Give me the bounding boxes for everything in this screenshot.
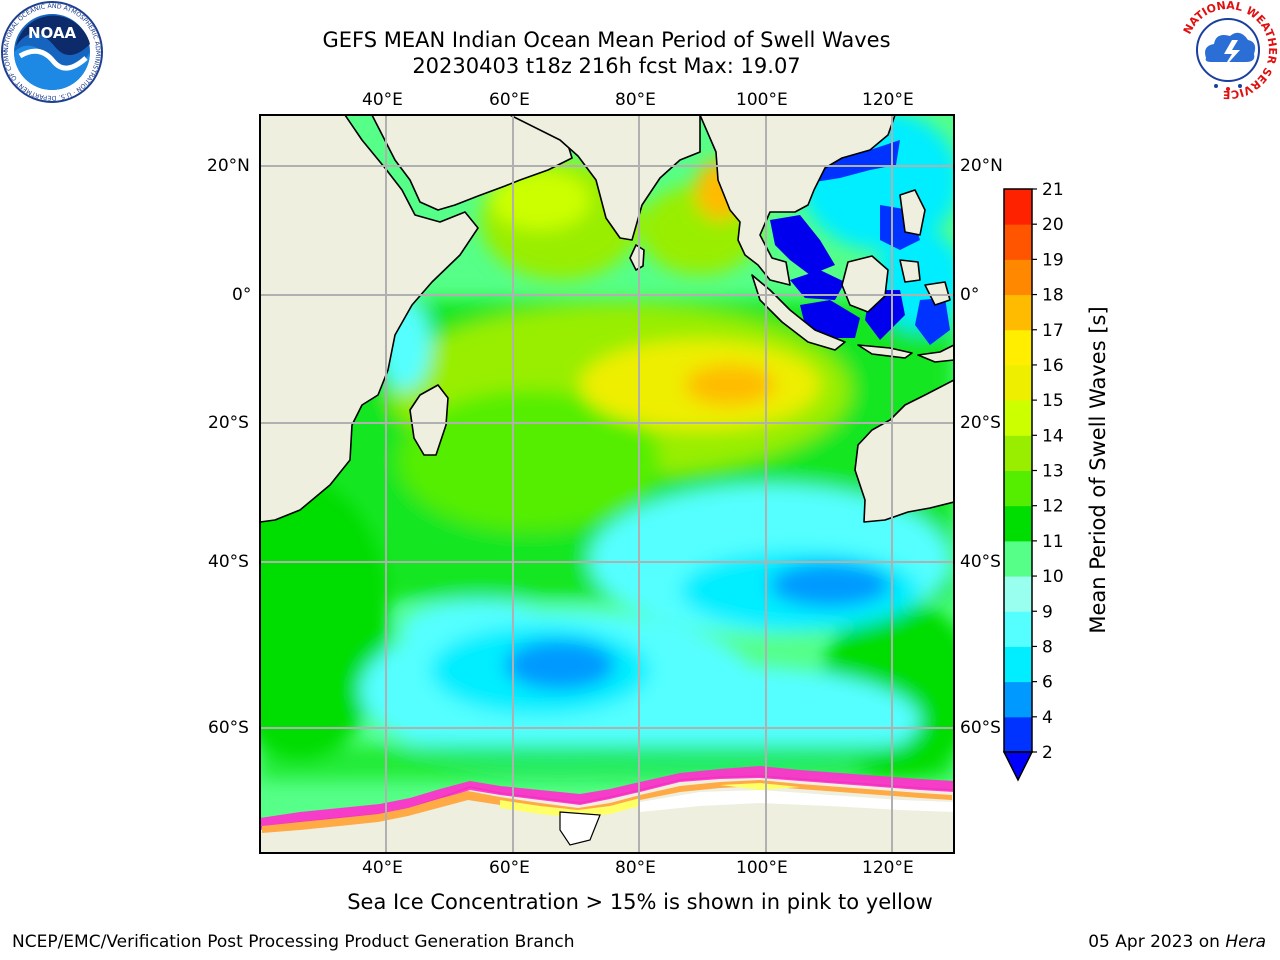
colorbar-tick-label: 12 — [1042, 497, 1064, 517]
colorbar-swatch — [1004, 294, 1032, 331]
land-australia — [854, 379, 954, 523]
lat-label-left: 20°S — [208, 413, 249, 433]
colorbar-tick-label: 4 — [1042, 708, 1053, 728]
colorbar-swatch — [1004, 540, 1032, 577]
colorbar-tick-label: 14 — [1042, 426, 1064, 446]
map-title: GEFS MEAN Indian Ocean Mean Period of Sw… — [322, 28, 891, 52]
colorbar-tick-label: 21 — [1042, 180, 1064, 200]
lat-label-left: 20°N — [207, 156, 250, 176]
colorbar-swatch — [1004, 681, 1032, 718]
colorbar-tick-label: 16 — [1042, 356, 1064, 376]
colorbar-swatch — [1004, 505, 1032, 542]
colorbar-tick-label: 19 — [1042, 250, 1064, 270]
land-africa — [260, 115, 479, 523]
colorbar-tick-label: 2 — [1042, 743, 1053, 763]
colorbar-tick-label: 8 — [1042, 637, 1053, 657]
lon-label-top: 100°E — [736, 90, 788, 110]
lon-label-bottom: 60°E — [489, 858, 530, 878]
nws-logo: NATIONAL WEATHER SERVICE — [1178, 0, 1279, 101]
land-islands — [899, 189, 926, 236]
sea-ice-caption: Sea Ice Concentration > 15% is shown in … — [347, 890, 933, 914]
footer-credit: NCEP/EMC/Verification Post Processing Pr… — [12, 932, 575, 952]
lon-label-top: 80°E — [615, 90, 656, 110]
land-indochina — [699, 115, 896, 286]
colorbar-swatch — [1004, 224, 1032, 260]
lon-label-bottom: 40°E — [362, 858, 403, 878]
lon-label-bottom: 120°E — [862, 858, 914, 878]
colorbar-swatch — [1004, 364, 1032, 401]
colorbar-swatch — [1004, 470, 1032, 507]
colorbar-swatch — [1004, 576, 1032, 612]
colorbar-swatch — [1004, 400, 1032, 436]
colorbar-swatch — [1004, 189, 1032, 225]
lat-label-right: 20°N — [960, 156, 1003, 176]
colorbar-tick-label: 13 — [1042, 462, 1064, 482]
colorbar-swatch — [1004, 611, 1032, 647]
land-sumatra — [751, 274, 846, 351]
map-border — [259, 114, 955, 854]
footer-date: 05 Apr 2023 on Hera — [1088, 932, 1266, 952]
land-madagascar — [409, 384, 449, 456]
colorbar-tick-label: 20 — [1042, 215, 1064, 235]
footer-date-text: 05 Apr 2023 on — [1088, 932, 1220, 952]
lon-label-top: 40°E — [362, 90, 403, 110]
lon-label-bottom: 80°E — [615, 858, 656, 878]
lon-label-top: 120°E — [862, 90, 914, 110]
lat-label-left: 0° — [232, 285, 252, 305]
footer-host: Hera — [1225, 932, 1266, 952]
graticule — [260, 115, 954, 853]
colorbar-swatch — [1004, 646, 1032, 683]
lat-label-right: 20°S — [960, 413, 1001, 433]
map-frame — [260, 115, 954, 853]
colorbar-tick-label: 15 — [1042, 391, 1064, 411]
map-subtitle: 20230403 t18z 216h fcst Max: 19.07 — [412, 54, 801, 78]
colorbar-tick-label: 9 — [1042, 602, 1053, 622]
noaa-logo-text: NOAA — [28, 24, 77, 42]
land-borneo — [841, 255, 889, 313]
colorbar-tick-label: 11 — [1042, 532, 1064, 552]
sea-ice-belt — [260, 766, 954, 846]
colorbar-tick-label: 18 — [1042, 286, 1064, 306]
colorbar-tick-label: 6 — [1042, 673, 1053, 693]
colorbar-swatch — [1004, 716, 1032, 753]
lon-label-top: 60°E — [489, 90, 530, 110]
land-india — [509, 115, 701, 241]
colorbar-swatch — [1004, 435, 1032, 471]
lat-label-right: 60°S — [960, 718, 1001, 738]
colorbar-swatch — [1004, 259, 1032, 296]
colorbar-extend-arrow — [1002, 751, 1034, 782]
lat-label-right: 40°S — [960, 552, 1001, 572]
colorbar-tick-label: 17 — [1042, 321, 1064, 341]
noaa-logo: NATIONAL OCEANIC AND ATMOSPHERIC ADMINIS… — [0, 0, 104, 104]
lat-label-left: 40°S — [208, 552, 249, 572]
colorbar-swatch — [1004, 329, 1032, 366]
colorbar-tick-label: 10 — [1042, 567, 1064, 587]
colorbar: 2 4 6 8 9 10 11 12 13 14 15 16 17 18 19 20 21 — [1002, 180, 1064, 782]
lat-label-left: 60°S — [208, 718, 249, 738]
lon-label-bottom: 100°E — [736, 858, 788, 878]
lat-label-right: 0° — [960, 285, 980, 305]
